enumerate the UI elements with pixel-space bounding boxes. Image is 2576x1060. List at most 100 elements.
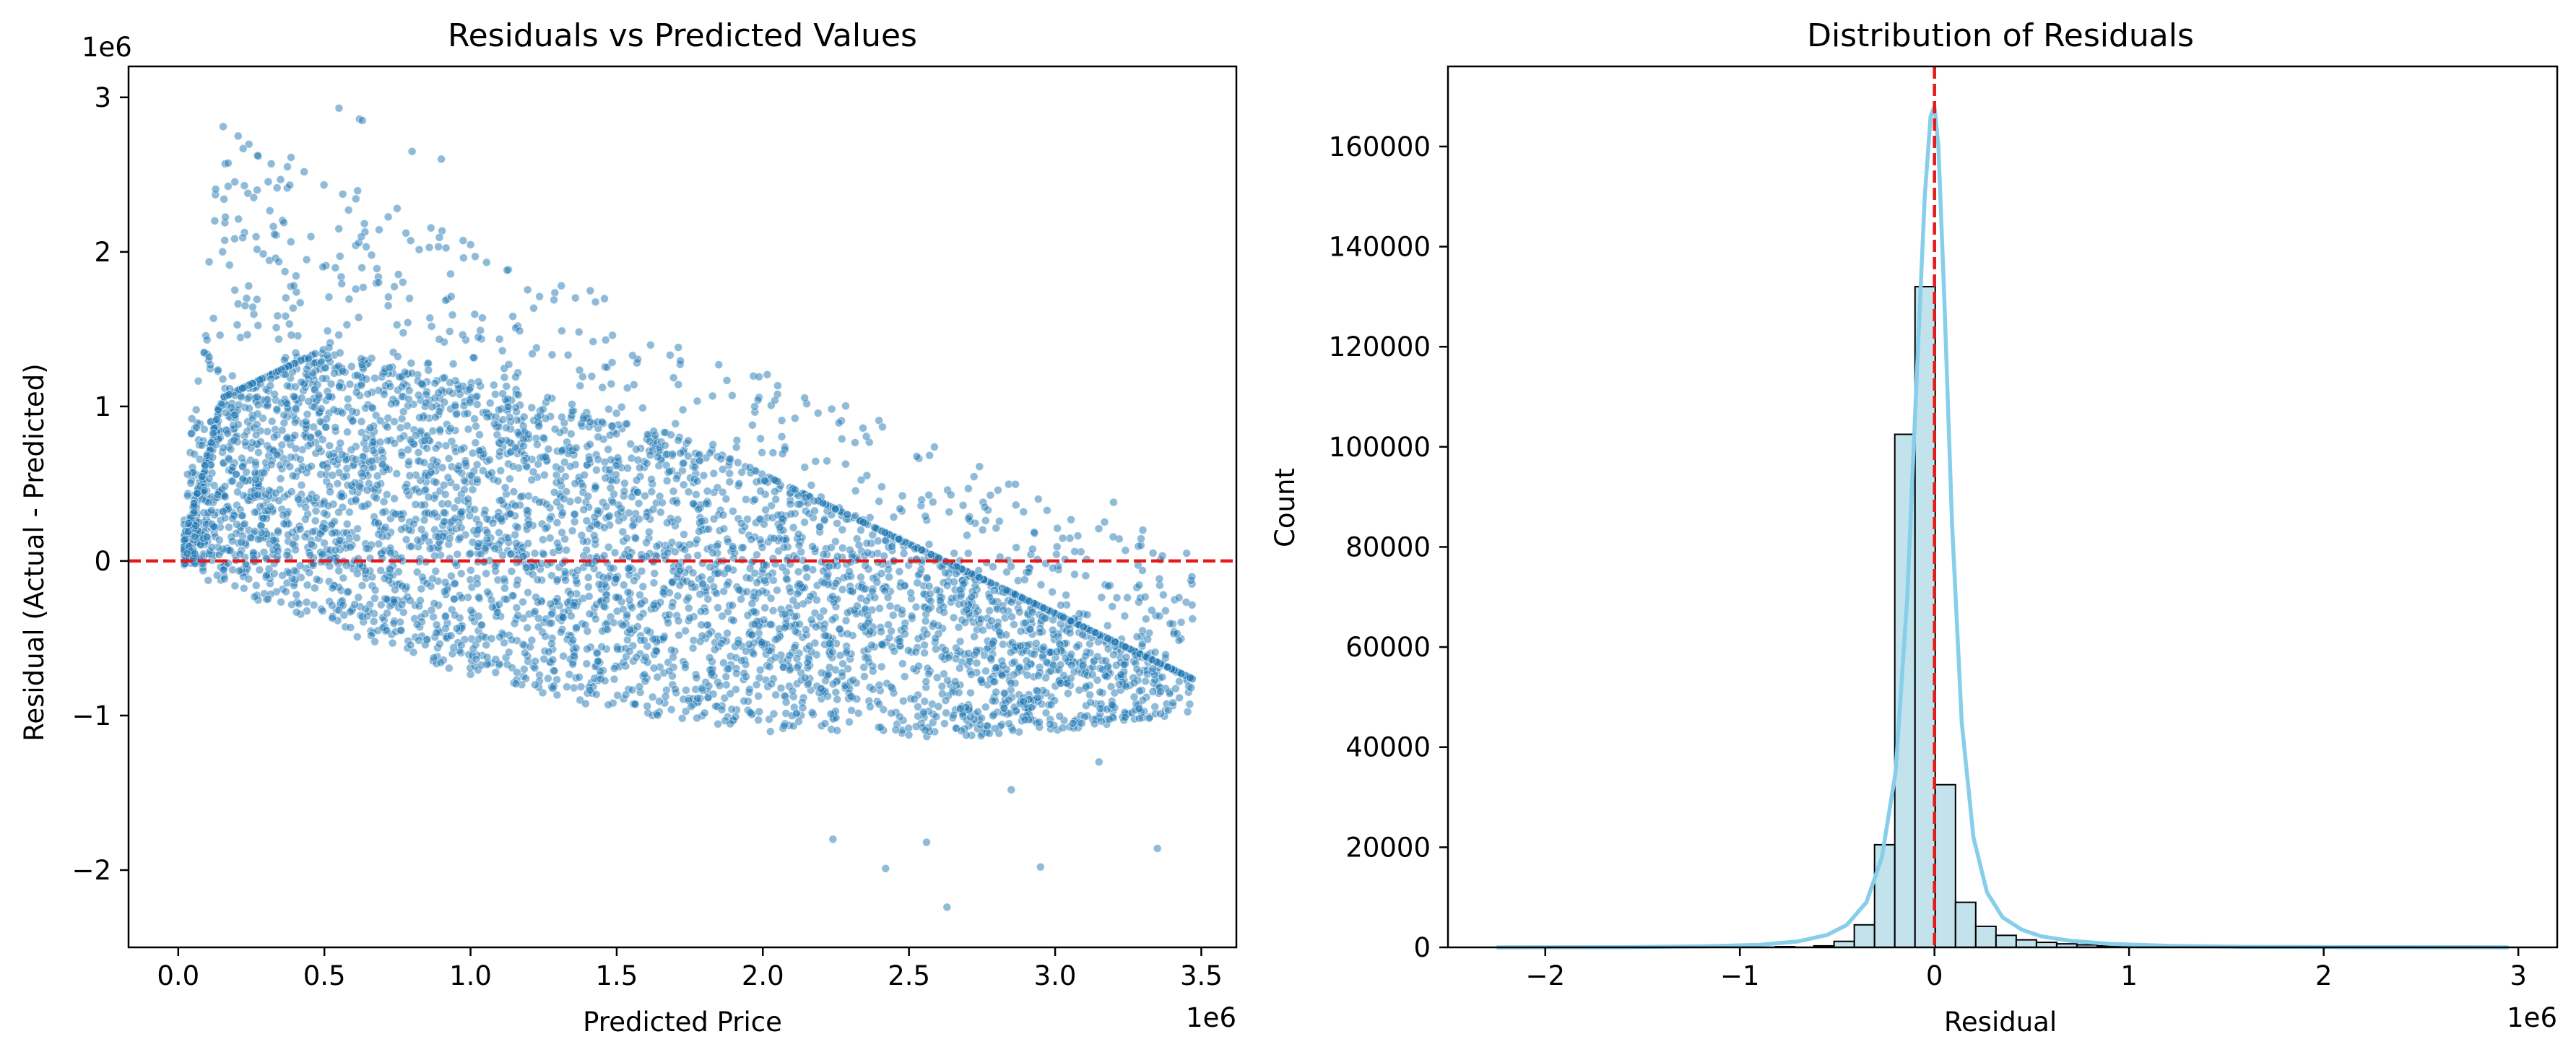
scatter-point	[709, 514, 719, 524]
scatter-point	[835, 625, 844, 634]
scatter-point	[510, 619, 519, 628]
scatter-point	[788, 686, 797, 695]
scatter-point	[586, 686, 594, 695]
scatter-point	[941, 696, 950, 705]
scatter-point	[671, 419, 680, 428]
scatter-point	[409, 519, 418, 529]
scatter-point	[749, 649, 758, 659]
scatter-point	[501, 423, 511, 433]
scatter-point	[497, 495, 506, 505]
scatter-point	[742, 587, 752, 596]
scatter-point	[477, 620, 486, 630]
scatter-point	[556, 465, 565, 474]
scatter-point	[1112, 594, 1122, 602]
scatter-point	[302, 598, 311, 607]
scatter-point	[493, 608, 502, 617]
scatter-point	[326, 379, 336, 388]
scatter-point	[666, 350, 675, 360]
scatter-point	[220, 194, 229, 204]
scatter-point	[443, 473, 453, 482]
scatter-point	[760, 604, 770, 612]
scatter-point	[493, 477, 503, 486]
scatter-point	[1093, 676, 1102, 685]
scatter-point	[828, 591, 837, 601]
scatter-point	[975, 462, 984, 472]
scatter-point	[877, 569, 886, 578]
scatter-point	[761, 505, 771, 515]
scatter-point	[308, 527, 318, 536]
scatter-point	[677, 713, 687, 723]
scatter-point	[389, 595, 398, 604]
scatter-point	[985, 606, 994, 615]
scatter-point	[976, 675, 986, 685]
scatter-point	[940, 719, 949, 728]
scatter-point	[230, 177, 240, 186]
scatter-point	[498, 389, 507, 398]
scatter-point	[367, 251, 376, 260]
scatter-point	[920, 697, 929, 706]
scatter-point	[451, 401, 460, 411]
scatter-point	[407, 542, 416, 551]
scatter-point	[674, 343, 683, 352]
scatter-point	[223, 182, 233, 191]
scatter-point	[282, 399, 292, 409]
scatter-point	[434, 532, 443, 542]
scatter-point	[333, 479, 342, 488]
scatter-point	[1007, 679, 1015, 688]
scatter-point	[966, 713, 975, 721]
scatter-point	[951, 654, 960, 664]
scatter-point	[760, 476, 769, 485]
scatter-point	[1048, 625, 1057, 635]
scatter-point	[449, 594, 459, 604]
scatter-point	[546, 599, 555, 609]
scatter-point	[381, 523, 390, 532]
scatter-point	[305, 568, 314, 577]
scatter-point	[630, 576, 638, 586]
scatter-point	[500, 373, 509, 382]
scatter-point	[528, 349, 537, 358]
scatter-point	[650, 569, 659, 578]
scatter-point	[941, 646, 950, 655]
scatter-point	[544, 647, 553, 656]
scatter-point	[679, 480, 688, 490]
scatter-point	[707, 669, 716, 677]
scatter-point	[350, 600, 360, 609]
scatter-point	[694, 505, 703, 514]
scatter-point	[607, 422, 617, 430]
scatter-point	[745, 685, 754, 694]
scatter-point	[775, 523, 784, 532]
scatter-point	[743, 611, 753, 620]
scatter-point	[980, 503, 989, 512]
scatter-point	[277, 597, 286, 607]
scatter-point	[270, 390, 279, 399]
scatter-point	[1058, 724, 1067, 732]
scatter-point	[750, 495, 760, 504]
scatter-point	[373, 518, 383, 528]
scatter-point	[446, 424, 455, 433]
scatter-point	[331, 423, 340, 432]
scatter-point	[1171, 684, 1180, 693]
scatter-point	[719, 524, 729, 534]
scatter-point	[1094, 524, 1103, 534]
scatter-point	[339, 573, 348, 583]
scatter-point	[416, 596, 425, 605]
scatter-point	[924, 669, 933, 679]
scatter-point	[345, 380, 355, 388]
scatter-point	[328, 471, 337, 480]
scatter-point	[369, 617, 378, 626]
scatter-point	[847, 706, 856, 715]
scatter-point	[992, 524, 1001, 533]
scatter-point	[345, 607, 355, 617]
scatter-point	[352, 633, 362, 641]
scatter-point	[279, 519, 289, 529]
scatter-point	[675, 566, 685, 575]
scatter-point	[490, 562, 500, 571]
scatter-point	[572, 623, 581, 632]
scatter-point	[539, 549, 548, 559]
scatter-point	[407, 358, 416, 368]
scatter-point	[511, 501, 520, 511]
scatter-point	[667, 538, 677, 547]
scatter-point	[282, 381, 292, 391]
scatter-point	[785, 666, 794, 674]
scatter-point	[794, 529, 803, 539]
